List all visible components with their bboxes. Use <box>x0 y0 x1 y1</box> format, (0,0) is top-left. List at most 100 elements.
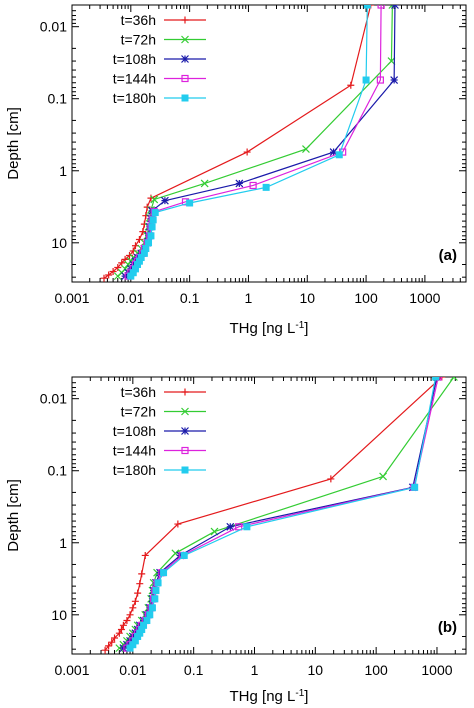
series-t=180h <box>126 377 440 652</box>
legend: t=36h t=72h t=108h t=144h t=180h <box>113 384 206 478</box>
data-point <box>149 216 157 224</box>
series-line <box>126 377 439 649</box>
data-point <box>133 625 142 634</box>
data-point <box>152 587 160 595</box>
y-tick-label: 1 <box>59 535 67 551</box>
x-tick-label: 1000 <box>409 290 440 306</box>
data-point <box>411 483 419 491</box>
y-tick-label: 0.1 <box>48 91 68 107</box>
legend-label: t=144h <box>113 443 156 459</box>
data-point <box>143 203 151 211</box>
x-tick-label: 10 <box>299 290 315 306</box>
x-tick-label: 0.001 <box>54 290 89 306</box>
legend-marker <box>181 388 189 396</box>
data-point <box>160 196 169 205</box>
series-t=108h <box>121 5 399 281</box>
legend-marker <box>181 446 189 455</box>
legend-marker <box>181 94 189 102</box>
data-point <box>156 568 164 577</box>
series-line <box>129 377 437 649</box>
x-tick-label: 10 <box>308 662 324 678</box>
data-point <box>390 76 399 84</box>
data-point <box>127 272 135 280</box>
data-point <box>200 179 209 188</box>
legend-marker <box>181 35 189 44</box>
data-point <box>114 263 122 271</box>
data-point <box>379 472 388 481</box>
series-line <box>122 377 438 649</box>
chart-panel-2: 0.001 0.01 0.1 1 10 100 1000 0.01 0.1 1 10 THg [ng … <box>5 376 467 705</box>
data-point <box>363 5 371 9</box>
data-point <box>377 5 385 9</box>
data-point <box>113 272 122 281</box>
plot-frame <box>71 376 467 655</box>
data-point <box>119 621 127 629</box>
legend-label: t=180h <box>113 462 156 478</box>
legend-marker <box>181 55 189 63</box>
series-line <box>124 5 396 277</box>
data-point <box>134 589 142 597</box>
data-point <box>111 634 119 642</box>
data-point <box>362 76 370 84</box>
series-t=72h <box>113 5 397 281</box>
plot-area <box>101 377 458 654</box>
data-point <box>101 646 109 654</box>
y-tick-label: 10 <box>51 607 67 623</box>
data-point <box>129 260 138 269</box>
y-axis-title: Depth [cm] <box>5 107 22 180</box>
y-axis-title: Depth [cm] <box>5 479 22 552</box>
x-axis-title-end: ] <box>304 688 308 705</box>
series-t=108h <box>119 377 441 653</box>
data-point <box>235 523 243 531</box>
data-point <box>327 475 335 483</box>
legend-marker <box>181 74 189 83</box>
data-point <box>105 271 113 279</box>
data-point <box>105 642 113 650</box>
data-point <box>117 626 125 634</box>
x-axis-title-sup: -1 <box>295 320 304 331</box>
data-point <box>148 604 156 612</box>
data-point <box>176 551 185 560</box>
data-point <box>141 551 149 559</box>
data-point <box>145 239 153 247</box>
series-line <box>117 5 393 277</box>
data-point <box>432 377 440 381</box>
data-point <box>126 644 134 652</box>
x-tick-label: 1000 <box>421 662 452 678</box>
legend-marker <box>181 427 189 435</box>
legend-label: t=36h <box>121 384 156 400</box>
legend-label: t=36h <box>121 12 156 28</box>
data-point <box>131 597 139 605</box>
data-point <box>147 232 155 240</box>
legend-marker <box>181 407 189 416</box>
series-line <box>130 5 368 277</box>
x-axis-title-main: THg [ng L <box>230 688 296 705</box>
data-point <box>136 580 144 588</box>
data-point <box>133 253 142 262</box>
data-point <box>226 522 235 531</box>
data-point <box>262 183 270 191</box>
x-tick-label: 100 <box>354 290 378 306</box>
data-point <box>151 209 159 217</box>
legend-marker <box>181 466 189 474</box>
series-t=72h <box>115 377 458 653</box>
data-point <box>126 611 134 619</box>
data-point <box>135 621 144 630</box>
series-t=144h <box>123 377 442 652</box>
y-tick-label: 0.01 <box>40 19 67 35</box>
plot-frame <box>71 4 467 283</box>
series-t=144h <box>124 5 385 280</box>
y-tick-label: 10 <box>51 235 67 251</box>
x-tick-label: 0.1 <box>184 662 204 678</box>
data-point <box>108 638 116 646</box>
legend: t=36h t=72h t=108h t=144h t=180h <box>113 12 206 106</box>
x-tick-label: 0.1 <box>180 290 200 306</box>
panel-label: (b) <box>438 619 457 636</box>
data-point <box>154 579 162 587</box>
legend-label: t=72h <box>121 32 156 48</box>
data-point <box>347 81 355 89</box>
x-tick-label: 100 <box>364 662 388 678</box>
data-point <box>180 551 188 559</box>
